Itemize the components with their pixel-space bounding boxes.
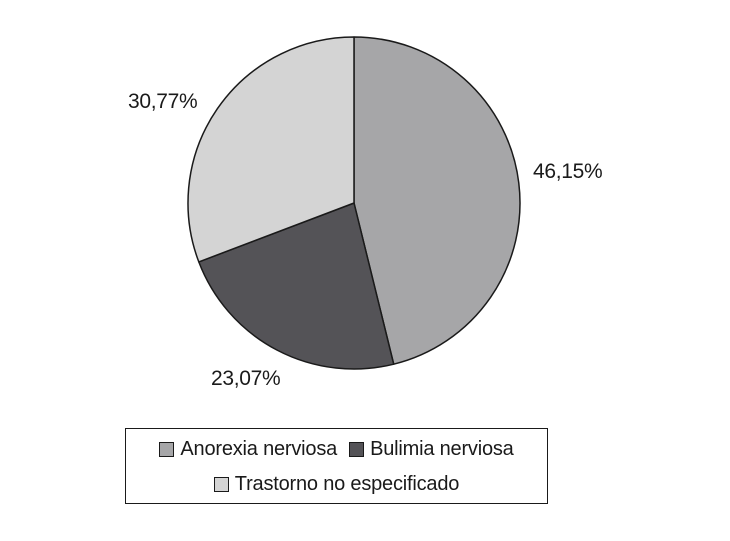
- legend-label-trastorno: Trastorno no especificado: [234, 473, 460, 495]
- legend-item-anorexia: Anorexia nerviosa: [159, 438, 337, 461]
- pie-slice-bulimia: [198, 202, 395, 370]
- legend-row: Trastorno no especificado: [126, 473, 547, 496]
- legend-item-bulimia: Bulimia nerviosa: [349, 438, 514, 461]
- slice-label-anorexia: 46,15%: [533, 160, 603, 183]
- legend-label-bulimia: Bulimia nerviosa: [370, 438, 514, 460]
- slice-label-bulimia: 23,07%: [211, 367, 281, 390]
- pie-slice-trastorno: [187, 36, 355, 263]
- legend-item-trastorno: Trastorno no especificado: [213, 473, 460, 496]
- chart-legend: Anorexia nerviosa Bulimia nerviosa Trast…: [125, 428, 548, 504]
- slice-label-trastorno: 30,77%: [128, 90, 198, 113]
- legend-label-anorexia: Anorexia nerviosa: [180, 438, 338, 460]
- legend-swatch-bulimia: [349, 442, 365, 457]
- legend-swatch-trastorno: [213, 477, 229, 492]
- legend-swatch-anorexia: [159, 442, 175, 457]
- legend-row: Anorexia nerviosa Bulimia nerviosa: [126, 438, 547, 461]
- pie-slice-anorexia: [353, 36, 521, 365]
